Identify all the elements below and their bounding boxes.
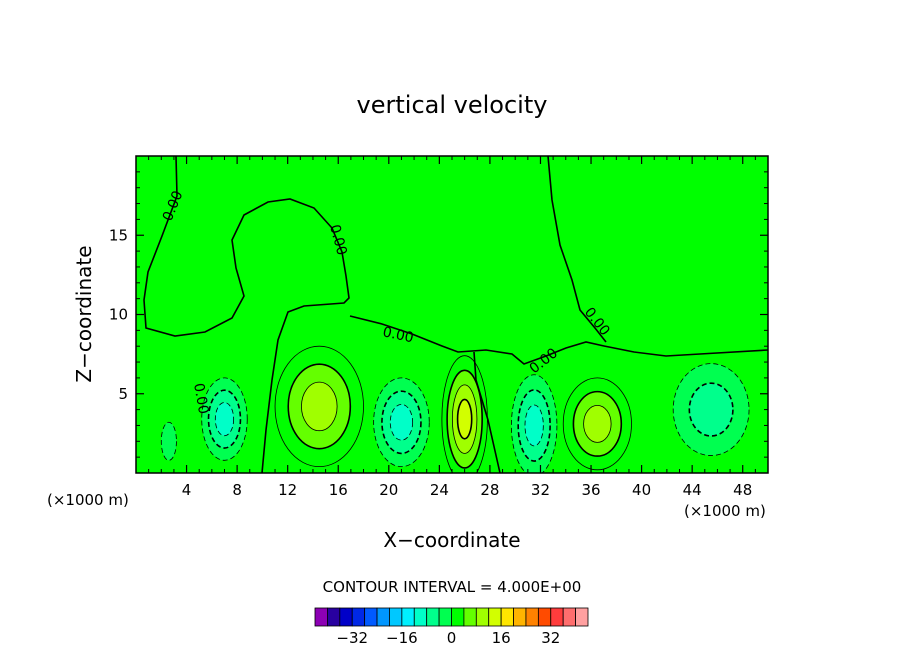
x-tick-label: 20 xyxy=(379,481,398,499)
colorbar-swatch xyxy=(364,607,378,627)
colorbar-swatch xyxy=(438,607,452,627)
colorbar-swatch xyxy=(451,607,465,627)
contour-band xyxy=(160,421,177,461)
colorbar-swatch xyxy=(537,607,552,627)
colorbar-swatch xyxy=(351,607,366,627)
x-axis-label: X−coordinate xyxy=(383,528,520,552)
x-tick-label: 24 xyxy=(430,481,449,499)
colorbar: −32 −16 0 16 32 xyxy=(314,607,589,647)
colorbar-swatch xyxy=(500,607,514,627)
y-tick-label: 10 xyxy=(109,306,128,324)
zero-contour-line xyxy=(143,156,768,473)
colorbar-swatch xyxy=(550,607,564,627)
colorbar-label: 0 xyxy=(447,629,457,647)
x-unit-left: (×1000 m) xyxy=(47,491,129,509)
x-tick-label: 12 xyxy=(278,481,297,499)
y-tick-label: 15 xyxy=(109,226,128,244)
colorbar-swatch xyxy=(401,607,415,627)
colorbar-swatch xyxy=(463,607,477,627)
chart-title: vertical velocity xyxy=(357,91,548,119)
x-tick-label: 40 xyxy=(632,481,651,499)
contour-band xyxy=(389,403,414,441)
y-tick-label: 5 xyxy=(118,385,128,403)
colorbar-swatch xyxy=(575,607,589,627)
x-tick-label: 32 xyxy=(531,481,550,499)
x-unit-right: (×1000 m) xyxy=(684,502,766,520)
colorbar-swatch xyxy=(339,607,353,627)
contour-label: 0.00 xyxy=(190,382,211,415)
colorbar-swatch xyxy=(488,607,502,627)
colorbar-label: 32 xyxy=(541,629,560,647)
x-tick-label: 44 xyxy=(683,481,702,499)
colorbar-label: −16 xyxy=(386,629,418,647)
contour-band xyxy=(301,381,338,432)
colorbar-swatch xyxy=(475,607,490,627)
contour-band xyxy=(214,402,235,437)
velocity-cell xyxy=(274,345,364,468)
colorbar-label: −32 xyxy=(336,629,368,647)
x-tick-label: 36 xyxy=(581,481,600,499)
velocity-cell xyxy=(373,377,430,468)
colorbar-swatch xyxy=(562,607,576,627)
velocity-cell xyxy=(201,377,248,461)
contour-interval-text: CONTOUR INTERVAL = 4.000E+00 xyxy=(323,578,582,596)
x-tick-label: 48 xyxy=(733,481,752,499)
x-tick-label: 4 xyxy=(182,481,192,499)
velocity-cell xyxy=(562,377,632,471)
velocity-cell xyxy=(511,374,558,473)
x-tick-label: 8 xyxy=(232,481,242,499)
velocity-cell xyxy=(160,421,177,461)
contour-label: 0.00 xyxy=(381,324,415,346)
colorbar-swatch xyxy=(513,607,527,627)
contour-fill-layer xyxy=(160,345,750,473)
y-axis-label: Z−coordinate xyxy=(72,245,96,382)
colorbar-swatch xyxy=(314,607,328,627)
contour-band xyxy=(456,398,473,440)
contour-label: 0.00 xyxy=(326,223,350,257)
colorbar-label: 16 xyxy=(492,629,511,647)
plot-area: 0.00 0.00 0.00 0.00 0.00 0.00 xyxy=(136,156,768,473)
velocity-cell xyxy=(441,355,488,473)
x-tick-label: 28 xyxy=(480,481,499,499)
x-tick-label: 16 xyxy=(329,481,348,499)
colorbar-swatch xyxy=(389,607,403,627)
colorbar-swatch xyxy=(376,607,390,627)
contour-band xyxy=(583,404,612,443)
contour-band xyxy=(688,382,734,437)
colorbar-swatch xyxy=(525,607,539,627)
colorbar-swatch xyxy=(327,607,341,627)
contour-band xyxy=(524,404,544,447)
velocity-cell xyxy=(672,363,750,456)
colorbar-swatch xyxy=(426,607,440,627)
colorbar-swatch xyxy=(413,607,428,627)
